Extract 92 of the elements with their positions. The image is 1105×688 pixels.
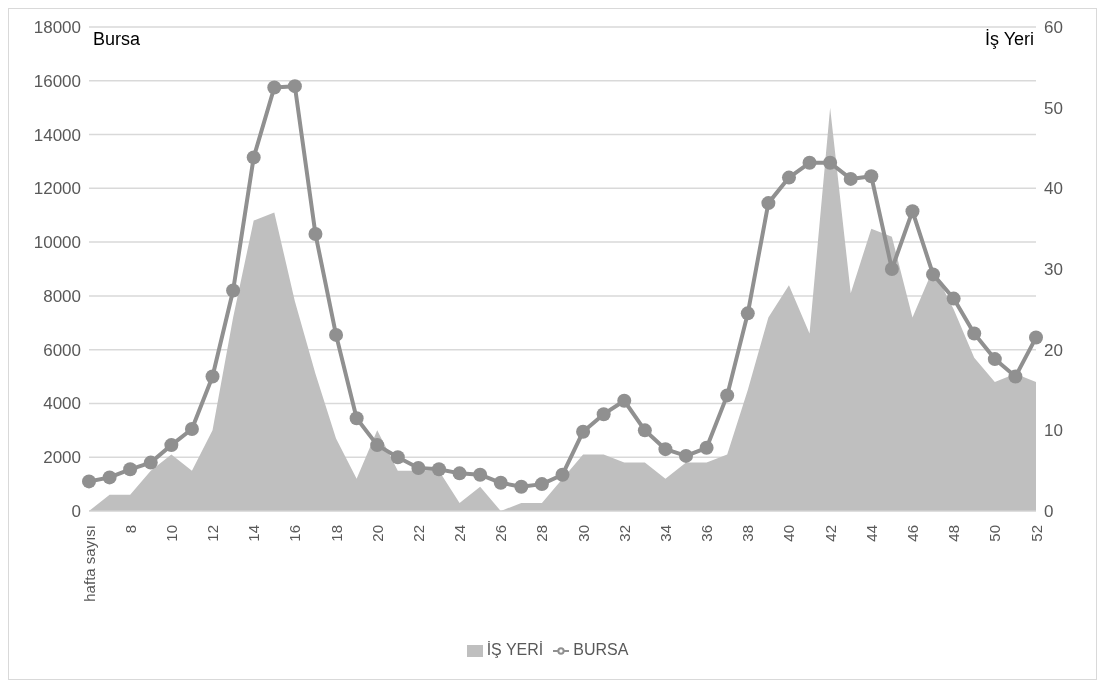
y-tick-label: 6000 <box>43 340 81 360</box>
x-tick-label: 32 <box>615 525 633 542</box>
point <box>349 411 364 426</box>
y-tick-label: 12000 <box>33 179 81 199</box>
point <box>843 171 858 186</box>
x-tick-label: 40 <box>780 525 798 542</box>
y-tick-label: 14000 <box>33 125 81 145</box>
y-tick-label: 16000 <box>33 71 81 91</box>
point <box>123 462 138 477</box>
x-tick-label: 16 <box>286 525 304 542</box>
y2-tick-label: 30 <box>1044 260 1063 280</box>
x-tick-label: 12 <box>204 525 222 542</box>
y2-tick-label: 40 <box>1044 179 1063 199</box>
point <box>226 283 241 298</box>
y2-tick-label: 20 <box>1044 340 1063 360</box>
point <box>493 475 508 490</box>
point <box>679 448 694 463</box>
point <box>926 267 941 282</box>
point <box>534 477 549 492</box>
point <box>370 438 385 453</box>
x-tick-label: 48 <box>945 525 963 542</box>
point <box>720 388 735 403</box>
y-tick-label: 4000 <box>43 394 81 414</box>
y2-tick-label: 50 <box>1044 98 1063 118</box>
point <box>864 169 879 184</box>
legend-label: İŞ YERİ <box>486 641 544 658</box>
y-tick-label: 8000 <box>43 286 81 306</box>
y-tick-label: 2000 <box>43 448 81 468</box>
y2-tick-label: 10 <box>1044 421 1063 441</box>
point <box>596 407 611 422</box>
point <box>308 227 323 242</box>
x-tick-label: 30 <box>574 525 592 542</box>
x-tick-label: 36 <box>698 525 716 542</box>
point <box>740 306 755 321</box>
x-tick-label: 46 <box>903 525 921 542</box>
x-tick-label: 28 <box>533 525 551 542</box>
point <box>658 442 673 457</box>
point <box>205 369 220 384</box>
point <box>637 423 652 438</box>
point <box>905 204 920 219</box>
y-axis-title: Bursa <box>93 29 141 50</box>
point <box>946 291 961 306</box>
x-tick-label: 52 <box>1027 525 1045 542</box>
x-tick-label: 8 <box>121 525 139 534</box>
x-tick-label: 24 <box>451 525 469 542</box>
point <box>699 440 714 455</box>
point <box>82 474 96 489</box>
point <box>390 450 405 465</box>
point <box>617 393 632 408</box>
x-tick-label: 10 <box>162 525 180 542</box>
point <box>473 467 488 482</box>
point <box>987 352 1002 367</box>
point <box>823 155 838 170</box>
x-tick-label: 20 <box>368 525 386 542</box>
x-tick-label: 42 <box>821 525 839 542</box>
y-tick-label: 0 <box>71 502 81 522</box>
x-tick-label: 14 <box>245 525 263 542</box>
point <box>287 79 302 94</box>
point <box>781 170 796 185</box>
y2-tick-label: 60 <box>1044 18 1063 38</box>
x-tick-label: hafta sayısı <box>80 525 98 602</box>
point <box>802 155 817 170</box>
point <box>102 470 117 485</box>
point <box>164 438 179 453</box>
point <box>411 460 426 475</box>
point <box>514 479 529 494</box>
y-tick-label: 10000 <box>33 233 81 253</box>
point <box>267 80 282 95</box>
point <box>329 327 344 342</box>
point <box>143 455 158 470</box>
point <box>884 262 899 276</box>
x-tick-label: 38 <box>739 525 757 542</box>
point <box>761 196 776 211</box>
x-tick-label: 44 <box>862 525 880 542</box>
y-tick-label: 18000 <box>33 18 81 38</box>
point <box>452 466 467 481</box>
point <box>1008 369 1023 384</box>
point <box>1029 330 1043 345</box>
y2-axis-title: İş Yeri <box>984 29 1034 50</box>
point <box>246 150 261 165</box>
legend-label: BURSA <box>573 641 629 658</box>
point <box>967 326 982 341</box>
x-tick-label: 22 <box>409 525 427 542</box>
y2-tick-label: 0 <box>1044 502 1054 522</box>
point <box>431 462 446 477</box>
point <box>555 467 570 482</box>
point <box>184 421 199 436</box>
x-tick-label: 34 <box>656 525 674 542</box>
point <box>576 424 591 439</box>
x-tick-label: 26 <box>492 525 510 542</box>
x-tick-label: 50 <box>986 525 1004 542</box>
x-tick-label: 18 <box>327 525 345 542</box>
